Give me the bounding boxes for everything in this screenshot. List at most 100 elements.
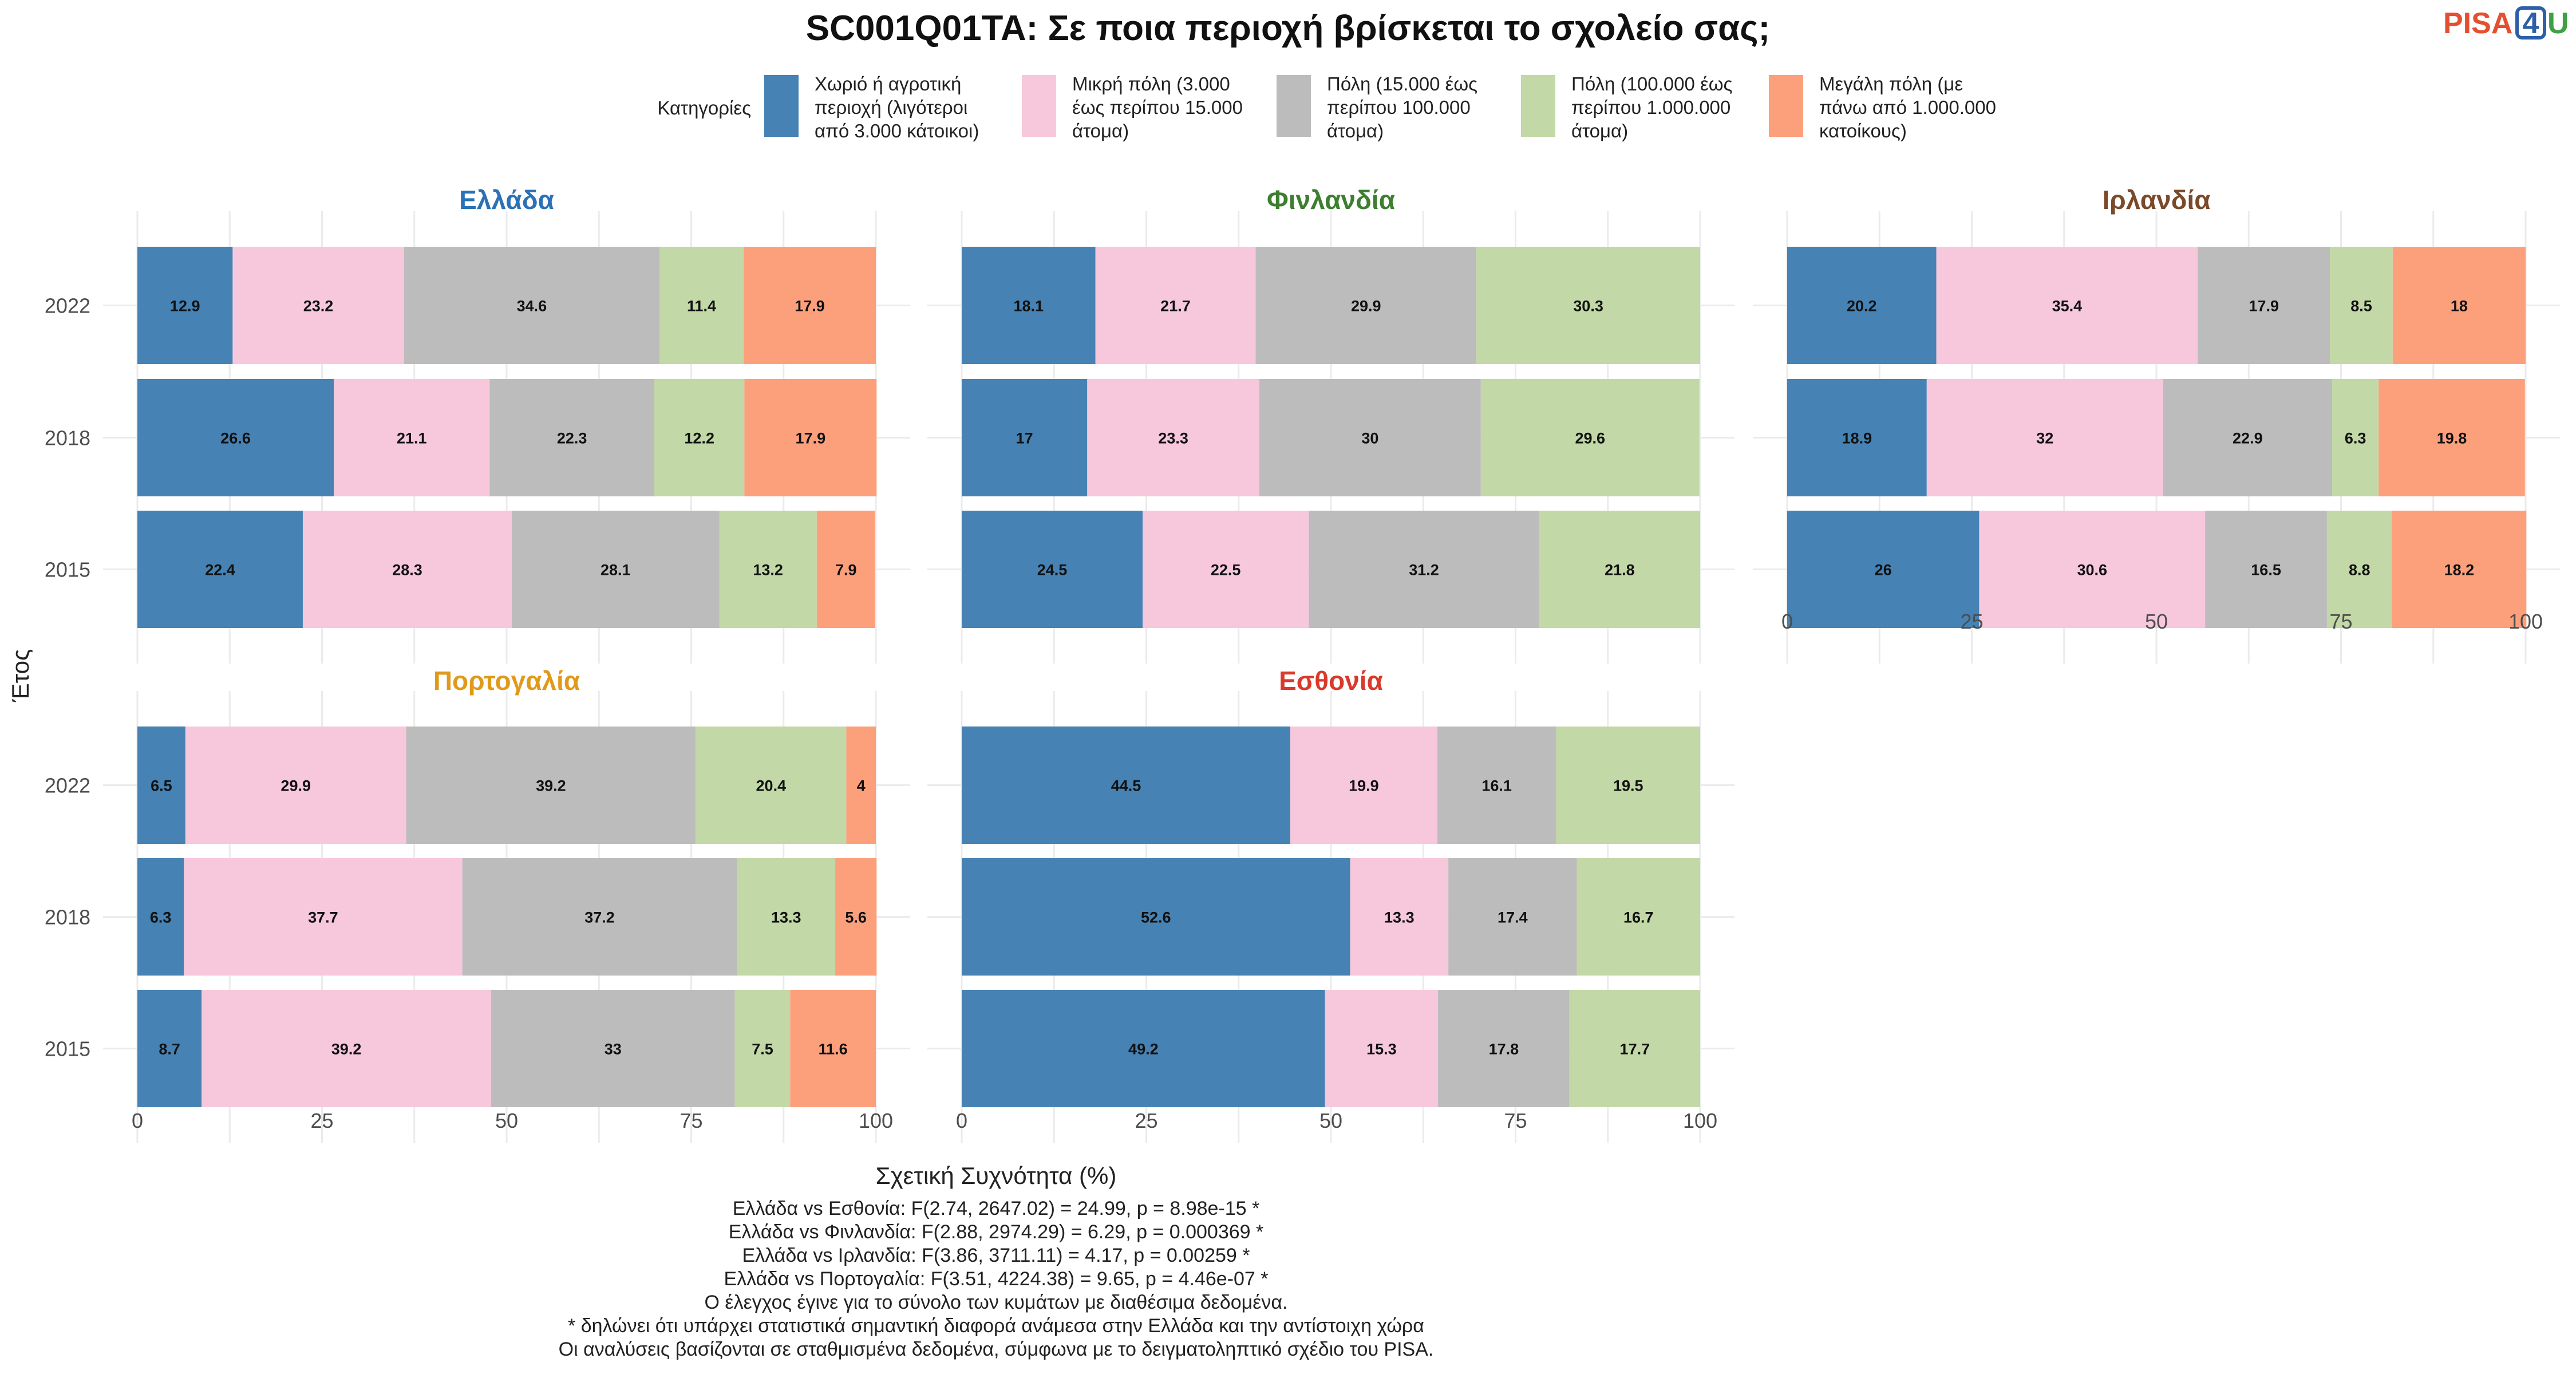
x-tick-label: 25 [1960, 610, 1983, 633]
bar-segment [2332, 379, 2379, 496]
bar-segment [1095, 247, 1256, 364]
x-tick-label: 0 [1781, 610, 1793, 633]
bar-segment [334, 379, 490, 496]
bar-segment [654, 379, 745, 496]
bar-segment [962, 247, 1096, 364]
bar-segment [137, 247, 233, 364]
bar-segment [1437, 727, 1556, 844]
panel-3: Ιρλανδία 20.2 35.4 17.9 8.5 18 18.9 32 22.9 6.3 19… [1753, 185, 2560, 664]
bar-segment [835, 858, 877, 976]
bar-segment [816, 511, 875, 628]
bar-value-label: 23.3 [1158, 430, 1188, 447]
bar-value-label: 6.3 [2345, 430, 2366, 447]
bar-value-label: 23.2 [303, 298, 334, 315]
bar-value-label: 17.7 [1620, 1041, 1650, 1058]
chart-panels: Ελλάδα 2022 2018 2015 12.9 23.2 34.6 11.4 17.9 26… [45, 185, 2560, 1143]
bar-value-label: 26 [1875, 562, 1892, 579]
bar-segment [2205, 511, 2327, 628]
bar-value-label: 30.3 [1573, 298, 1603, 315]
bar-segment [1556, 727, 1700, 844]
bar-segment [962, 511, 1143, 628]
legend-key-1 [764, 75, 799, 137]
panel-title: Ελλάδα [459, 185, 554, 215]
bar-value-label: 26.6 [220, 430, 251, 447]
y-tick-label: 2015 [45, 1037, 90, 1061]
bar-value-label: 11.6 [819, 1041, 848, 1058]
bar-value-label: 12.2 [684, 430, 714, 447]
footnote-line: * δηλώνει ότι υπάρχει στατιστικά σημαντι… [568, 1315, 1424, 1337]
legend-label-3: άτομα) [1327, 120, 1384, 141]
bar-segment [1569, 990, 1700, 1107]
panel-4: Πορτογαλία 2022 2018 2015 6.5 29.9 39.2 20.4 4 6.… [45, 666, 910, 1143]
x-tick-label: 0 [132, 1109, 143, 1132]
bar-segment [696, 727, 847, 844]
bar-value-label: 35.4 [2052, 298, 2083, 315]
panel-title: Πορτογαλία [433, 666, 580, 696]
bar-segment [744, 379, 877, 496]
footnote-line: Ελλάδα vs Πορτογαλία: F(3.51, 4224.38) =… [724, 1268, 1269, 1290]
bar-segment [962, 858, 1350, 976]
bar-value-label: 22.9 [2233, 430, 2263, 447]
logo-badge [2515, 6, 2546, 40]
bar-value-label: 18.9 [1842, 430, 1872, 447]
bar-segment [744, 247, 876, 364]
bar-value-label: 16.5 [2251, 562, 2281, 579]
bar-value-label: 17 [1016, 430, 1033, 447]
bar-value-label: 32 [2036, 430, 2053, 447]
bar-segment [1476, 247, 1700, 364]
bar-segment [489, 379, 654, 496]
bar-value-label: 37.7 [308, 909, 338, 926]
bar-value-label: 17.8 [1489, 1041, 1519, 1058]
x-tick-label: 75 [1504, 1109, 1527, 1132]
x-tick-label: 0 [956, 1109, 967, 1132]
bar-value-label: 8.5 [2350, 298, 2372, 315]
legend-label-5: πάνω από 1.000.000 [1819, 97, 1996, 118]
bar-segment [659, 247, 744, 364]
bar-value-label: 21.8 [1605, 562, 1635, 579]
legend-label-3: Πόλη (15.000 έως [1327, 73, 1477, 94]
bar-segment [2379, 379, 2525, 496]
bar-value-label: 29.9 [280, 777, 311, 795]
bar-value-label: 21.7 [1160, 298, 1191, 315]
x-tick-label: 25 [1135, 1109, 1157, 1132]
bar-value-label: 13.3 [1384, 909, 1415, 926]
bar-value-label: 18 [2451, 298, 2468, 315]
legend-label-1: από 3.000 κάτοικοι) [815, 120, 979, 141]
bar-value-label: 34.6 [517, 298, 547, 315]
legend-label-4: Πόλη (100.000 έως [1571, 73, 1732, 94]
bar-segment [1539, 511, 1700, 628]
bar-value-label: 17.4 [1498, 909, 1528, 926]
bar-segment [491, 990, 735, 1107]
bar-segment [719, 511, 817, 628]
bar-segment [1787, 247, 1937, 364]
legend-label-4: άτομα) [1571, 120, 1628, 141]
x-tick-label: 75 [679, 1109, 702, 1132]
bar-segment [1936, 247, 2198, 364]
bar-segment [2392, 247, 2526, 364]
legend-label-1: Χωριό ή αγροτική [815, 73, 961, 94]
bar-value-label: 31.2 [1409, 562, 1439, 579]
bar-segment [462, 858, 737, 976]
panel-5: Εσθονία 44.5 19.9 16.1 19.5 52.6 13.3 17.4 16.7 4… [927, 666, 1735, 1143]
bar-value-label: 8.7 [159, 1041, 180, 1058]
legend-label-1: περιοχή (λιγότεροι [815, 97, 967, 118]
bar-segment [1480, 379, 1700, 496]
legend-key-4 [1521, 75, 1555, 137]
footnote-line: Ο έλεγχος έγινε για το σύνολο των κυμάτω… [705, 1292, 1288, 1313]
legend-label-2: Μικρή πόλη (3.000 [1072, 73, 1230, 94]
bar-value-label: 6.5 [151, 777, 172, 795]
footnotes: Ελλάδα vs Εσθονία: F(2.74, 2647.02) = 24… [559, 1198, 1434, 1360]
bar-value-label: 20.2 [1847, 298, 1877, 315]
bar-segment [962, 727, 1291, 844]
bar-value-label: 6.3 [150, 909, 172, 926]
bar-segment [1926, 379, 2163, 496]
bar-value-label: 29.9 [1351, 298, 1381, 315]
bar-segment [1290, 727, 1437, 844]
bar-segment [1087, 379, 1259, 496]
bar-segment [184, 858, 463, 976]
bar-value-label: 44.5 [1111, 777, 1141, 795]
bar-value-label: 24.5 [1037, 562, 1068, 579]
bar-segment [1259, 379, 1481, 496]
bar-value-label: 17.9 [795, 298, 825, 315]
bar-value-label: 28.1 [600, 562, 631, 579]
